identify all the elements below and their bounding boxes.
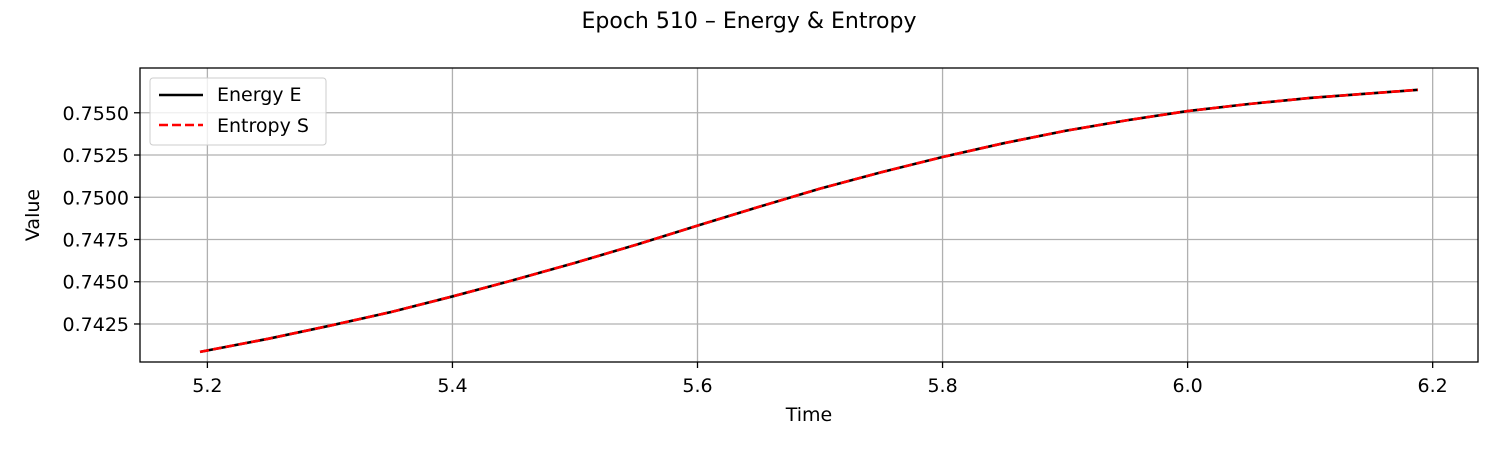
y-tick-label: 0.7500 xyxy=(63,187,129,209)
chart-title: Epoch 510 – Energy & Entropy xyxy=(582,9,917,34)
legend: Energy E Entropy S xyxy=(149,77,327,146)
x-axis-label: Time xyxy=(785,404,833,426)
x-tick-label: 5.8 xyxy=(927,375,957,397)
plot-frame xyxy=(139,67,1479,363)
x-tick-label: 5.6 xyxy=(682,375,712,397)
entropy-line xyxy=(199,88,1419,354)
x-tick-label: 5.4 xyxy=(437,375,467,397)
legend-label-energy: Energy E xyxy=(217,84,302,106)
y-tick-label: 0.7550 xyxy=(63,103,129,125)
y-axis-label: Value xyxy=(22,189,44,241)
x-tick-label: 6.0 xyxy=(1173,375,1203,397)
y-tick-label: 0.7450 xyxy=(63,272,129,294)
y-axis-ticks: 0.7425 0.7450 0.7475 0.7500 0.7525 0.7550 xyxy=(63,103,140,336)
grid xyxy=(140,68,1478,362)
legend-label-entropy: Entropy S xyxy=(217,115,309,137)
y-tick-label: 0.7525 xyxy=(63,145,129,167)
plot-series xyxy=(199,88,1419,354)
x-tick-label: 5.2 xyxy=(192,375,222,397)
y-tick-label: 0.7425 xyxy=(63,314,129,336)
x-tick-label: 6.2 xyxy=(1418,375,1448,397)
x-axis-ticks: 5.2 5.4 5.6 5.8 6.0 6.2 xyxy=(192,362,1448,397)
y-tick-label: 0.7475 xyxy=(63,230,129,252)
